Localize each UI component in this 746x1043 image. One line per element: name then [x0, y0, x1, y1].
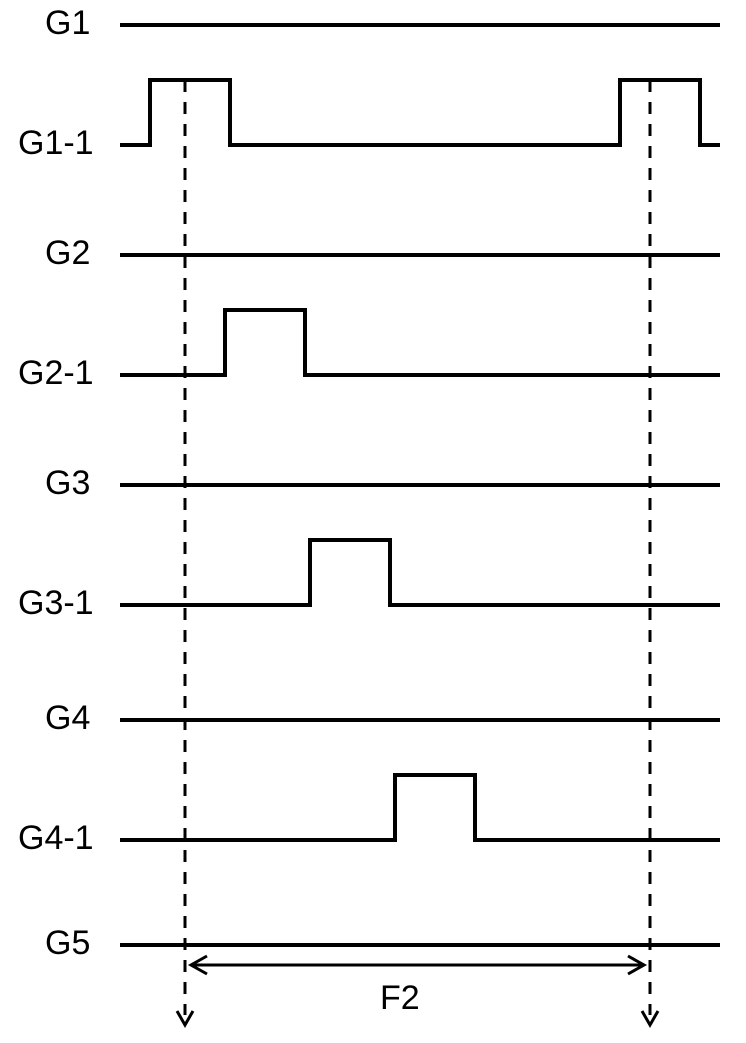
timing-diagram-svg: G1 G1-1 G2 G2-1 G3 G3-1 G4 G4-1 G5 F2: [0, 0, 746, 1043]
signal-G4_1: [120, 775, 720, 840]
label-G5: G5: [45, 924, 90, 962]
label-G2_1: G2-1: [18, 354, 94, 392]
label-G4_1: G4-1: [18, 819, 94, 857]
label-G1: G1: [45, 4, 90, 42]
f2-label: F2: [380, 979, 420, 1017]
signal-G1_1: [120, 80, 720, 145]
label-G3_1: G3-1: [18, 584, 94, 622]
signal-G3_1: [120, 540, 720, 605]
label-G1_1: G1-1: [18, 124, 94, 162]
label-G3: G3: [45, 464, 90, 502]
label-G2: G2: [45, 234, 90, 272]
timing-diagram: G1 G1-1 G2 G2-1 G3 G3-1 G4 G4-1 G5 F2: [0, 0, 746, 1043]
signal-G2_1: [120, 310, 720, 375]
label-G4: G4: [45, 699, 90, 737]
